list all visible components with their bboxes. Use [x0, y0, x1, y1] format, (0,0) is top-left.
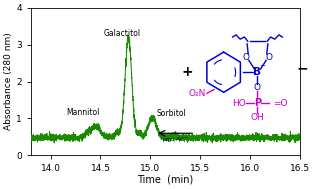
Text: O₂N: O₂N	[189, 89, 206, 98]
Text: P: P	[254, 98, 261, 108]
Text: O: O	[242, 53, 249, 62]
X-axis label: Time  (min): Time (min)	[137, 175, 193, 185]
Y-axis label: Absorbance (280 nm): Absorbance (280 nm)	[4, 33, 13, 130]
Text: Mannitol: Mannitol	[66, 108, 99, 117]
Text: Sorbitol: Sorbitol	[156, 109, 186, 119]
Text: O: O	[266, 53, 273, 62]
Text: −: −	[296, 61, 308, 75]
Text: −: −	[259, 63, 265, 69]
Text: HO–: HO–	[232, 99, 251, 108]
Text: OH: OH	[251, 113, 264, 122]
Text: +: +	[182, 65, 193, 79]
Text: B: B	[253, 67, 262, 77]
Text: =O: =O	[273, 99, 287, 108]
Text: μep,AC⁺: μep,AC⁺	[162, 137, 188, 142]
Text: O: O	[254, 83, 261, 92]
Text: Galactitol: Galactitol	[104, 29, 141, 38]
